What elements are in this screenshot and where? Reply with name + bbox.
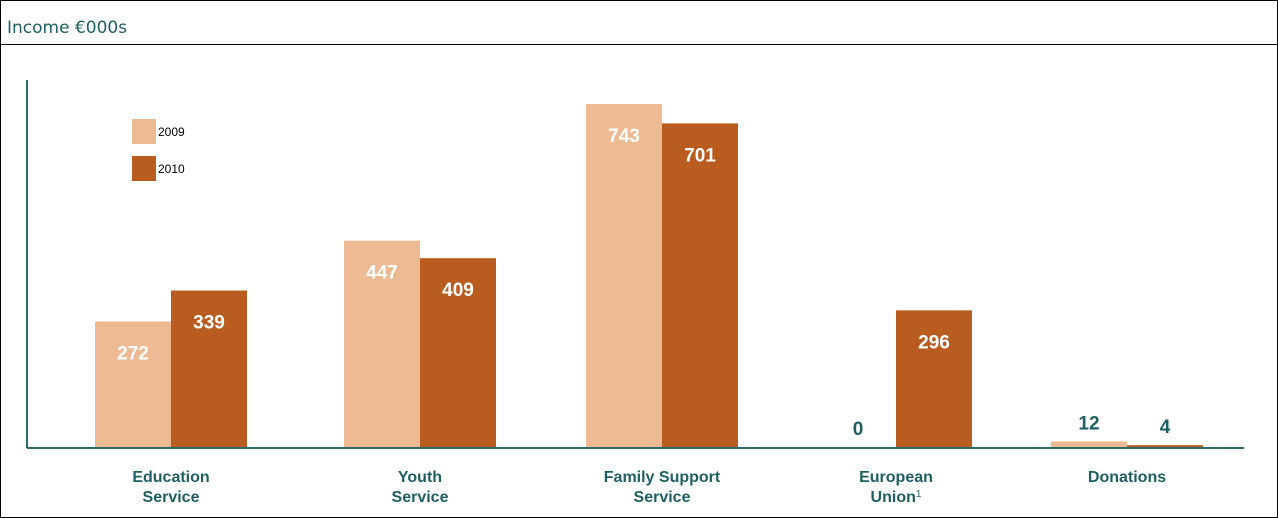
bar-2009-1	[344, 240, 420, 447]
bar-2010-3	[896, 310, 972, 447]
category-label-3-line-1: Union1	[871, 489, 922, 506]
data-label-2009-0: 272	[117, 343, 149, 364]
category-label-2-line-0: Family Support	[604, 469, 721, 486]
bar-2009-0	[95, 321, 171, 447]
legend-label-2009: 2009	[158, 125, 185, 139]
category-label-4-line-0: Donations	[1088, 469, 1166, 486]
category-label-1-line-0: Youth	[398, 469, 442, 486]
data-label-2009-3: 0	[853, 419, 864, 440]
category-label-2-line-1: Service	[634, 489, 691, 506]
bar-2010-4	[1127, 445, 1203, 447]
category-label-3-line-0: European	[859, 469, 933, 486]
data-label-2009-1: 447	[366, 263, 398, 284]
category-label-0-line-0: Education	[132, 469, 209, 486]
bar-2010-0	[171, 290, 247, 447]
legend-swatch-2009	[132, 119, 156, 144]
data-label-2010-2: 701	[684, 145, 716, 166]
data-label-2009-4: 12	[1078, 413, 1099, 434]
legend-swatch-2010	[132, 156, 156, 181]
bar-2010-2	[662, 123, 738, 447]
bar-2009-4	[1051, 441, 1127, 447]
category-footnote-marker: 1	[916, 489, 922, 500]
category-label-1-line-1: Service	[392, 489, 449, 506]
chart-header: Income €000s	[1, 1, 1277, 45]
bar-2010-1	[420, 258, 496, 447]
data-label-2010-1: 409	[442, 280, 474, 301]
data-label-2010-0: 339	[193, 313, 225, 334]
legend-label-2010: 2010	[158, 162, 185, 176]
data-label-2010-3: 296	[918, 332, 950, 353]
chart-title: Income €000s	[7, 18, 128, 38]
bar-2009-2	[586, 104, 662, 447]
data-label-2010-4: 4	[1160, 417, 1171, 438]
category-label-0-line-1: Service	[143, 489, 200, 506]
data-label-2009-2: 743	[608, 126, 640, 147]
